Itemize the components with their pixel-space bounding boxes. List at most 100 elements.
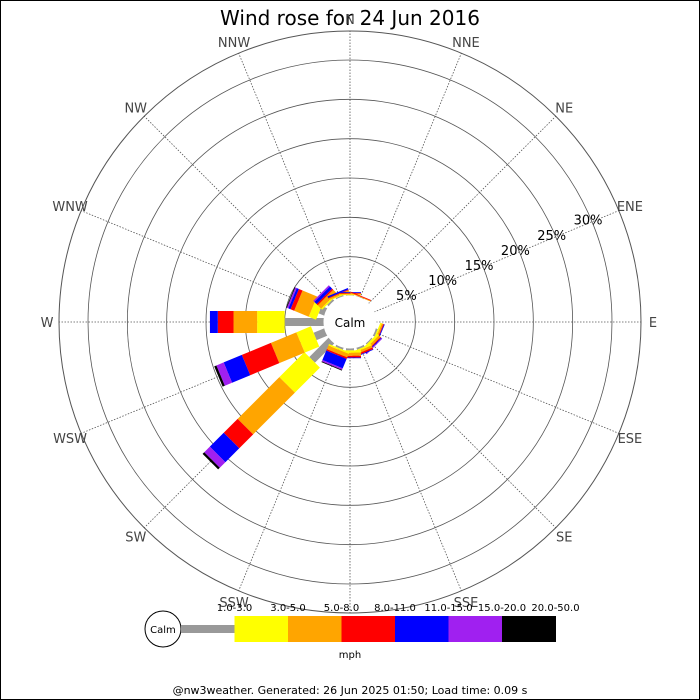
direction-label-w: W	[41, 316, 54, 331]
legend-swatch-15.0-20.0	[448, 616, 503, 642]
direction-label-ese: ESE	[618, 432, 643, 447]
bar-segment-ssw-11.0-15.0	[322, 350, 347, 369]
legend-label-1.0-3.0: 1.0-3.0	[217, 603, 252, 614]
bar-segment-se-1.0-3.0	[365, 337, 373, 345]
bar-segment-ssw-3.0-5.0	[328, 343, 350, 354]
bar-segment-n-5.0-8.0	[339, 293, 361, 295]
legend: Calm 1.0-3.0 3.0-5.0 5.0-8.0 8.0-11.0 11.0-15…	[144, 603, 580, 661]
direction-label-se: SE	[556, 530, 572, 545]
calm-circle	[323, 295, 377, 349]
bar-segment-sse-1.0-3.0	[356, 344, 365, 350]
ring-25	[126, 98, 574, 546]
bar-segment-n-3.0-5.0	[339, 294, 361, 296]
bar-segment-s-8.0-11.0	[339, 355, 361, 358]
ring-label-5: 5%	[396, 289, 417, 304]
bar-segment-nnw-8.0-11.0	[328, 289, 349, 299]
direction-label-wnw: WNW	[52, 200, 88, 215]
bar-segment-ssw-15.0-20.0	[321, 359, 343, 370]
bar-segment-w-1.0-3.0	[284, 318, 324, 326]
legend-swatch-3.0-5.0	[234, 616, 289, 642]
wind-bar-sw	[202, 337, 335, 470]
legend-label-8.0-11.0: 8.0-11.0	[374, 603, 416, 614]
bar-segment-wnw-8.0-11.0	[290, 288, 303, 311]
direction-label-wsw: WSW	[53, 432, 87, 447]
calm-marker: Calm	[323, 295, 377, 349]
wind-bar-nw	[313, 285, 338, 310]
legend-swatch-8.0-11.0	[341, 616, 396, 642]
bar-segment-ese-1.0-3.0	[372, 328, 378, 337]
bar-segment-s-11.0-15.0	[339, 357, 361, 359]
spoke-sse	[359, 345, 462, 592]
ring-labels: 5% 10% 15% 20% 25% 30%	[396, 214, 602, 304]
spoke-wsw	[80, 331, 327, 434]
calm-label: Calm	[335, 316, 366, 330]
bar-segment-sw-1.0-3.0	[309, 337, 335, 363]
direction-label-nnw: NNW	[218, 36, 250, 51]
bar-segment-wsw-1.0-3.0	[313, 328, 328, 341]
bar-segment-sw-20.0-50.0	[202, 452, 220, 470]
bar-segment-w-8.0-11.0	[217, 311, 234, 333]
bar-segment-w-11.0-15.0	[209, 311, 218, 333]
ring-label-30: 30%	[574, 214, 603, 229]
bar-segment-nw-8.0-11.0	[316, 288, 334, 306]
bar-segment-n-11.0-15.0	[339, 292, 361, 293]
legend-label-11.0-15.0: 11.0-15.0	[424, 603, 472, 614]
bar-segment-w-5.0-8.0	[233, 311, 258, 333]
spoke-ssw	[238, 345, 341, 592]
bar-segment-sw-15.0-20.0	[204, 446, 226, 468]
direction-label-sse: SSE	[454, 596, 479, 611]
bar-segment-nw-11.0-15.0	[314, 286, 333, 305]
bar-segment-nw-1.0-3.0	[327, 299, 335, 307]
legend-label-15.0-20.0: 15.0-20.0	[478, 603, 526, 614]
ring-label-10: 10%	[428, 274, 457, 289]
bar-segment-nne-5.0-8.0	[350, 292, 371, 302]
chart-title: Wind rose for 24 Jun 2016	[220, 6, 480, 30]
spoke-ese	[373, 331, 620, 434]
bar-segment-wsw-11.0-15.0	[223, 354, 251, 383]
ring-label-20: 20%	[501, 244, 530, 259]
bar-segment-ssw-8.0-11.0	[326, 349, 348, 359]
bar-segment-s-1.0-3.0	[346, 348, 354, 351]
bar-segment-wsw-5.0-8.0	[270, 332, 305, 364]
legend-swatch-5.0-8.0	[288, 616, 342, 642]
wind-bar-w	[209, 311, 324, 333]
wind-bar-s	[339, 348, 361, 359]
spoke-wnw	[80, 210, 327, 313]
bar-segment-ssw-1.0-3.0	[335, 344, 344, 350]
spoke-nnw	[238, 52, 341, 299]
bar-segment-w-3.0-5.0	[257, 311, 285, 333]
legend-swatch-20.0-50.0	[502, 616, 556, 642]
direction-label-nw: NW	[124, 102, 147, 117]
direction-label-ne: NE	[555, 102, 573, 117]
bar-segment-wnw-11.0-15.0	[288, 288, 299, 310]
bar-segment-nnw-11.0-15.0	[327, 287, 349, 298]
wind-bars	[202, 285, 385, 470]
ring-30	[87, 59, 613, 585]
bar-segment-nne-8.0-11.0	[350, 291, 372, 301]
bar-segment-nw-5.0-8.0	[317, 289, 337, 309]
spoke-ne	[368, 115, 557, 304]
legend-calm-label: Calm	[150, 625, 176, 636]
spoke-se	[368, 340, 557, 529]
ring-label-15: 15%	[465, 259, 494, 274]
bar-segment-wsw-15.0-20.0	[216, 362, 233, 386]
polar-grid	[58, 30, 642, 614]
legend-unit: mph	[339, 650, 361, 661]
bar-segment-ssw-20.0-50.0	[321, 361, 343, 371]
legend-label-3.0-5.0: 3.0-5.0	[270, 603, 305, 614]
bar-segment-wsw-8.0-11.0	[241, 342, 280, 376]
direction-label-n: N	[345, 13, 355, 28]
bar-segment-nnw-1.0-3.0	[335, 294, 344, 300]
legend-label-5.0-8.0: 5.0-8.0	[324, 603, 359, 614]
spoke-nne	[359, 52, 462, 299]
legend-swatch-11.0-15.0	[395, 616, 449, 642]
spoke-ene	[373, 210, 620, 313]
bar-segment-sw-5.0-8.0	[237, 377, 295, 435]
bar-segment-nw-15.0-20.0	[313, 285, 330, 302]
spoke-nw	[143, 115, 332, 304]
bar-segment-wnw-5.0-8.0	[294, 290, 318, 317]
bar-segment-s-5.0-8.0	[339, 352, 361, 356]
legend-label-20.0-50.0: 20.0-50.0	[531, 603, 579, 614]
wind-bar-wsw	[214, 326, 328, 387]
